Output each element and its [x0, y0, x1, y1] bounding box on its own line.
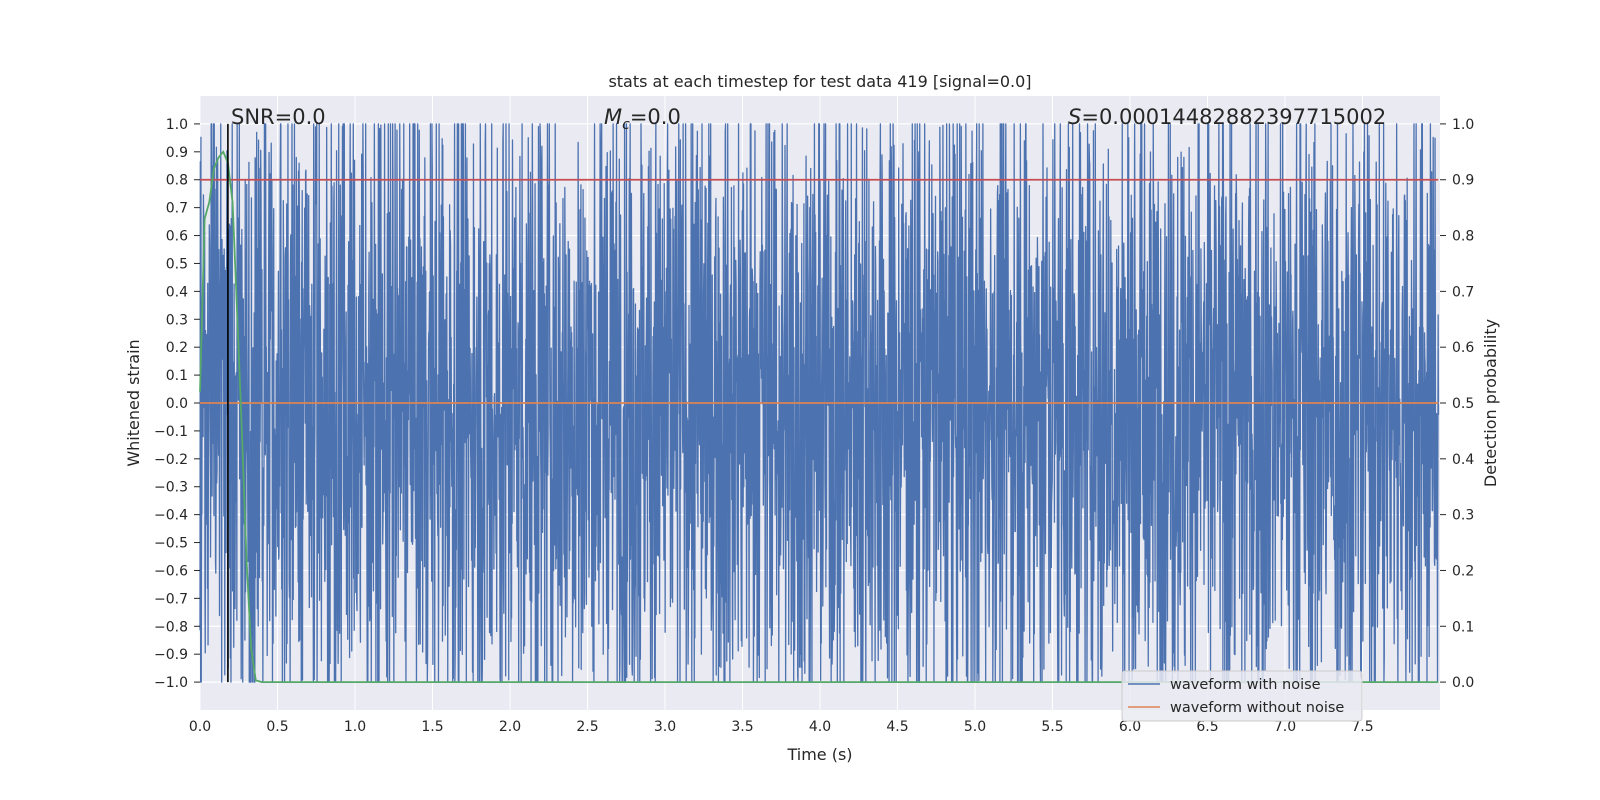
y-tick-label-left: −0.7 [154, 591, 188, 607]
x-tick-label: 6.5 [1196, 719, 1218, 735]
y-ticks-right: 1.0 0.9 0.8 0.7 0.6 0.5 0.4 0.3 0.2 0.1 0.0 [1440, 117, 1474, 691]
x-tick-label: 1.0 [344, 719, 366, 735]
y-tick-label-left: −0.6 [154, 563, 188, 579]
y-tick-label-left: 1.0 [166, 117, 188, 133]
y-tick-label-left: 0.7 [166, 201, 188, 217]
s-value: =0.00014482882397715002 [1081, 105, 1386, 129]
y-tick-label-right: 0.4 [1452, 452, 1474, 468]
x-ticks: 0.0 0.5 1.0 1.5 2.0 2.5 3.0 3.5 4.0 4.5 5.0 5.5 6.0 6… [189, 719, 1374, 735]
y-tick-label-left: −0.8 [154, 619, 188, 635]
y-tick-label-left: 0.2 [166, 340, 188, 356]
x-tick-label: 2.0 [499, 719, 521, 735]
y-tick-label-left: −0.4 [154, 508, 188, 524]
y-tick-label-right: 0.0 [1452, 675, 1474, 691]
y-tick-label-left: 0.4 [166, 284, 188, 300]
y-tick-label-right: 0.5 [1452, 396, 1474, 412]
y-tick-label-right: 1.0 [1452, 117, 1474, 133]
probability-curve [199, 150, 1439, 683]
s-annotation: S=0.00014482882397715002 [1068, 105, 1386, 129]
legend-label-noisy: waveform with noise [1170, 677, 1321, 693]
x-tick-label: 2.5 [576, 719, 598, 735]
x-tick-label: 1.5 [421, 719, 443, 735]
x-tick-label: 0.0 [189, 719, 211, 735]
mc-subscript: c [622, 117, 630, 133]
mc-value: =0.0 [630, 105, 681, 129]
y-tick-label-left: 0.5 [166, 256, 188, 272]
y-tick-label-right: 0.2 [1452, 563, 1474, 579]
x-tick-label: 7.5 [1351, 719, 1373, 735]
y-ticks-left: 1.0 0.9 0.8 0.7 0.6 0.5 0.4 0.3 0.2 0.1 0.0 −0.1 −0.… [154, 117, 200, 691]
x-tick-label: 4.0 [809, 719, 831, 735]
y-tick-label-left: 0.1 [166, 368, 188, 384]
x-tick-label: 3.5 [731, 719, 753, 735]
chart-title: stats at each timestep for test data 419… [608, 72, 1031, 91]
y-tick-label-right: 0.7 [1452, 284, 1474, 300]
probability-curve-line [199, 150, 1439, 683]
y-tick-label-left: 0.6 [166, 229, 188, 245]
legend-label-clean: waveform without noise [1170, 700, 1344, 716]
x-tick-label: 7.0 [1274, 719, 1296, 735]
y-axis-label-left: Whitened strain [124, 339, 143, 466]
x-tick-label: 3.0 [654, 719, 676, 735]
x-tick-label: 0.5 [266, 719, 288, 735]
y-tick-label-left: −0.1 [154, 424, 188, 440]
y-tick-label-left: −0.5 [154, 536, 188, 552]
y-tick-label-right: 0.9 [1452, 173, 1474, 189]
x-tick-label: 5.0 [964, 719, 986, 735]
y-axis-label-right: Detection probability [1481, 319, 1500, 487]
snr-annotation: SNR=0.0 [231, 105, 326, 129]
y-tick-label-left: 0.8 [166, 173, 188, 189]
y-tick-label-left: −0.2 [154, 452, 188, 468]
x-tick-label: 5.5 [1041, 719, 1063, 735]
y-tick-label-left: 0.3 [166, 312, 188, 328]
y-tick-label-left: −0.9 [154, 647, 188, 663]
y-tick-label-left: 0.9 [166, 145, 188, 161]
x-tick-label: 4.5 [886, 719, 908, 735]
y-tick-label-right: 0.6 [1452, 340, 1474, 356]
y-tick-label-left: −0.3 [154, 480, 188, 496]
mc-symbol: M [604, 105, 622, 129]
legend: waveform with noise waveform without noi… [1121, 670, 1363, 722]
s-symbol: S [1068, 105, 1081, 129]
x-tick-label: 6.0 [1119, 719, 1141, 735]
y-tick-label-left: 0.0 [166, 396, 188, 412]
mc-annotation: Mc=0.0 [604, 105, 681, 133]
noisy-waveform [199, 123, 1440, 683]
y-tick-label-right: 0.3 [1452, 508, 1474, 524]
y-tick-label-right: 0.8 [1452, 229, 1474, 245]
y-tick-label-right: 0.1 [1452, 619, 1474, 635]
legend-box [1121, 670, 1363, 722]
noisy-waveform-line [199, 123, 1440, 683]
x-axis-label: Time (s) [786, 745, 852, 764]
y-tick-label-left: −1.0 [154, 675, 188, 691]
